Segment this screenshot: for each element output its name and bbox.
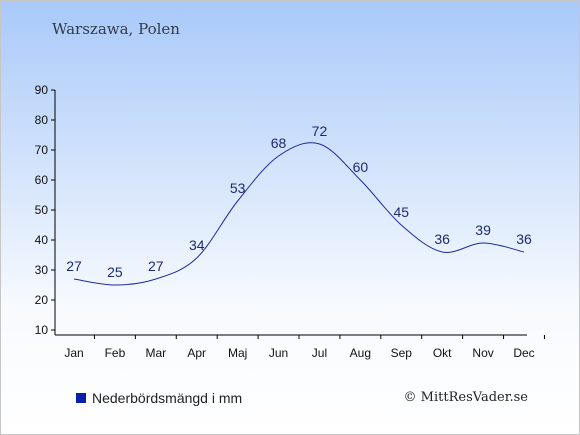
data-label: 45 <box>393 204 409 220</box>
x-tick-label: Jun <box>269 346 288 360</box>
series-line <box>73 142 525 286</box>
x-tick-label: Feb <box>105 346 126 360</box>
data-label: 36 <box>516 231 532 247</box>
data-label: 27 <box>66 258 82 274</box>
data-label: 72 <box>312 123 328 139</box>
data-label: 27 <box>148 258 164 274</box>
legend-label: Nederbördsmängd i mm <box>92 390 243 406</box>
y-tick-label: 70 <box>35 143 49 157</box>
y-tick-label: 80 <box>35 113 49 127</box>
y-tick-label: 60 <box>35 173 49 187</box>
x-tick-label: Apr <box>187 346 206 360</box>
data-label: 53 <box>230 180 246 196</box>
x-tick-label: Maj <box>228 346 247 360</box>
y-axis: 10 20 30 40 50 60 70 80 90 <box>35 83 56 337</box>
y-tick-label: 50 <box>35 203 49 217</box>
y-tick-label: 30 <box>35 263 49 277</box>
data-label: 34 <box>189 237 205 253</box>
x-axis: Jan Feb Mar Apr Maj Jun Jul Aug Sep Okt Nov Dec <box>55 334 545 360</box>
data-label: 39 <box>475 222 491 238</box>
x-tick-label: Aug <box>350 346 371 360</box>
y-tick-label: 20 <box>35 293 49 307</box>
x-tick-label: Dec <box>513 346 534 360</box>
copyright-text: © MittResVader.se <box>403 390 528 405</box>
data-label: 36 <box>434 231 450 247</box>
data-label: 25 <box>107 264 123 280</box>
x-tick-label: Nov <box>472 346 493 360</box>
data-labels: 27 25 27 34 53 68 72 60 45 36 39 36 <box>66 123 532 280</box>
legend-swatch <box>76 393 86 403</box>
y-tick-label: 10 <box>35 323 49 337</box>
legend: Nederbördsmängd i mm <box>76 390 242 406</box>
data-label: 60 <box>353 159 369 175</box>
x-tick-label: Sep <box>391 346 413 360</box>
y-tick-label: 40 <box>35 233 49 247</box>
x-tick-label: Mar <box>145 346 166 360</box>
precipitation-chart: 10 20 30 40 50 60 70 80 90 Jan Feb Mar Apr Maj Jun Jul… <box>35 83 545 360</box>
x-tick-label: Jul <box>312 346 327 360</box>
data-label: 68 <box>271 135 287 151</box>
y-tick-label: 90 <box>35 83 49 97</box>
x-tick-label: Okt <box>433 346 452 360</box>
x-tick-label: Jan <box>64 346 83 360</box>
location-title: Warszawa, Polen <box>52 20 180 38</box>
